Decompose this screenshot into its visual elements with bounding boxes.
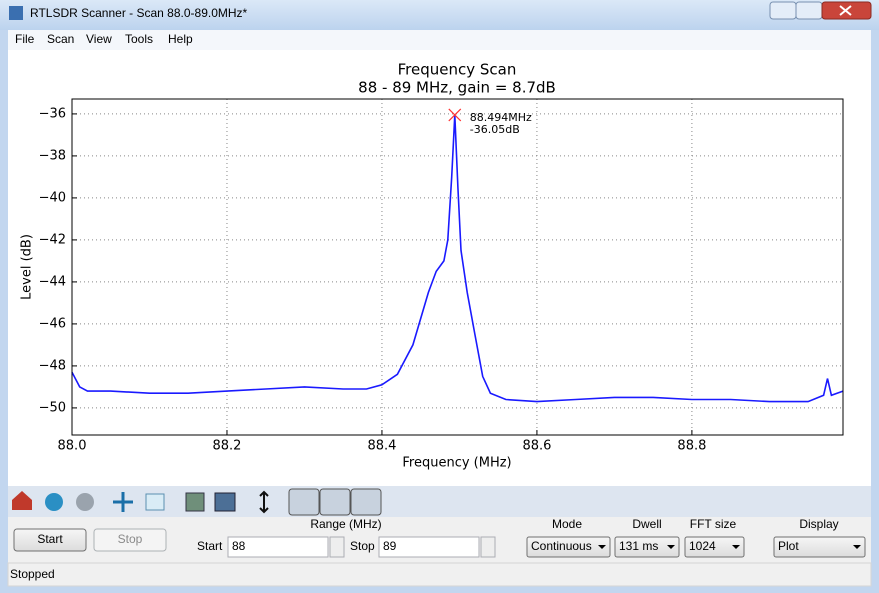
- toolbar: [8, 486, 871, 517]
- auto-range-toggle[interactable]: [319, 488, 351, 516]
- toolbar-icons: [12, 488, 382, 516]
- y-tick-label: −42: [39, 232, 66, 247]
- y-axis-label: Level (dB): [20, 234, 35, 300]
- chart-title: Frequency Scan: [398, 61, 517, 79]
- mode-value: Continuous: [531, 539, 592, 553]
- x-axis-label: Frequency (MHz): [402, 456, 511, 471]
- start-label: Start: [197, 539, 223, 553]
- stop-input-value: 89: [383, 539, 397, 553]
- y-tick-label: −44: [39, 274, 66, 289]
- x-tick-label: 88.6: [522, 439, 551, 454]
- app-icon: [9, 6, 23, 20]
- stop-spinner[interactable]: [480, 536, 496, 558]
- maximize-button[interactable]: [795, 1, 823, 20]
- start-input[interactable]: [227, 536, 329, 558]
- mode-label: Mode: [552, 517, 582, 531]
- close-icon: [839, 5, 852, 16]
- title-bar: [0, 0, 879, 30]
- display-combo[interactable]: [773, 536, 866, 558]
- peak-marker: [448, 108, 462, 122]
- start-input-value: 88: [232, 539, 246, 553]
- range-label: Range (MHz): [310, 517, 381, 531]
- start-button-label: Start: [37, 532, 63, 546]
- auto-level-toggle[interactable]: [288, 488, 320, 516]
- stop-button-label: Stop: [118, 532, 143, 546]
- x-tick-label: 88.8: [677, 439, 706, 454]
- back-icon[interactable]: [45, 493, 63, 511]
- grid-toggle[interactable]: [350, 488, 382, 516]
- save-icon[interactable]: [214, 492, 236, 512]
- menu-item[interactable]: Scan: [47, 32, 74, 46]
- y-tick-label: −36: [39, 106, 66, 121]
- x-tick-label: 88.4: [367, 439, 396, 454]
- window-title: RTLSDR Scanner - Scan 88.0-89.0MHz*: [30, 6, 248, 20]
- minimize-button[interactable]: [769, 1, 797, 20]
- start-button[interactable]: [13, 528, 87, 552]
- pan-icon[interactable]: [113, 492, 133, 512]
- status-text: Stopped: [10, 567, 55, 581]
- y-tick-label: −38: [39, 148, 66, 163]
- y-tick-label: −50: [39, 400, 66, 415]
- save-image-icon[interactable]: [185, 492, 205, 512]
- menu-bar: [8, 30, 871, 50]
- fft-label: FFT size: [690, 517, 737, 531]
- plot-frame: [71, 98, 844, 436]
- stop-button[interactable]: [93, 528, 167, 552]
- edit-icon[interactable]: [145, 493, 165, 511]
- dwell-combo[interactable]: [614, 536, 680, 558]
- chart-subtitle: 88 - 89 MHz, gain = 8.7dB: [358, 79, 556, 97]
- x-tick-label: 88.0: [58, 439, 87, 454]
- menu-item[interactable]: Help: [168, 32, 193, 46]
- dwell-value: 131 ms: [619, 539, 658, 553]
- menu-item[interactable]: Tools: [125, 32, 153, 46]
- display-label: Display: [799, 517, 838, 531]
- stop-label: Stop: [350, 539, 375, 553]
- y-tick-label: −40: [39, 190, 66, 205]
- fft-combo[interactable]: [684, 536, 745, 558]
- x-tick-label: 88.2: [212, 439, 241, 454]
- y-tick-label: −48: [39, 358, 66, 373]
- menu-item[interactable]: View: [86, 32, 112, 46]
- menu-item[interactable]: File: [15, 32, 35, 46]
- peak-label: -36.05dB: [470, 123, 520, 136]
- y-tick-label: −46: [39, 316, 66, 331]
- status-bar: [7, 562, 872, 587]
- fft-value: 1024: [689, 539, 716, 553]
- start-spinner[interactable]: [329, 536, 345, 558]
- forward-icon[interactable]: [76, 493, 94, 511]
- dwell-label: Dwell: [632, 517, 661, 531]
- stop-input[interactable]: [378, 536, 480, 558]
- mode-combo[interactable]: [526, 536, 611, 558]
- home-icon[interactable]: [12, 491, 32, 510]
- peak-label: 88.494MHz: [470, 111, 532, 124]
- display-value: Plot: [778, 539, 799, 553]
- autoscale-icon[interactable]: [259, 490, 269, 514]
